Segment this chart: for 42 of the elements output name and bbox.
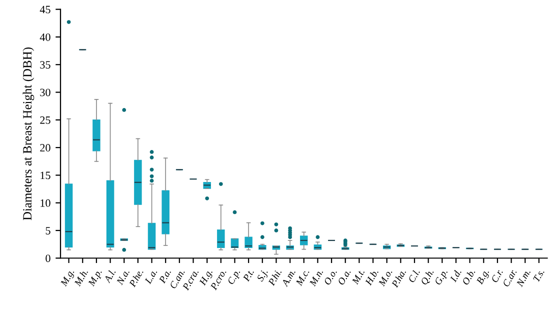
y-tick-label: 15 [40,172,50,180]
x-tick-label: M.p. [88,268,104,288]
x-tick-label: L.a. [144,268,158,284]
x-tick-label: M.g. [60,268,76,288]
y-tick-label: 35 [40,61,50,69]
x-tick-label: H.b. [364,268,379,286]
y-tick-label: 40 [40,33,50,41]
x-tick-label: M.h. [74,268,88,287]
x-tick-label: O.a. [338,268,351,286]
x-tick-label: N.a. [116,268,130,286]
x-tick-label: A.l. [103,268,116,284]
x-tick-label: G.p. [434,268,450,286]
y-tick-label: 30 [40,88,50,96]
x-tick-label: O.b. [462,268,476,286]
y-tick-label: 10 [40,199,50,207]
x-tick-label: M.c. [296,268,310,286]
x-tick-label: C.l. [408,268,420,283]
x-tick-label: N.m. [516,268,531,288]
x-tick-label: M.t. [352,268,365,285]
x-tick-label: S.j. [256,268,270,283]
y-tick-label: 25 [40,116,50,124]
x-tick-label: P.hi. [268,268,282,286]
x-tick-label: P.ha. [391,268,406,288]
x-tick-label: C.r. [490,268,503,283]
x-tick-label: O.o. [324,268,338,286]
x-tick-label: T.s. [532,268,544,282]
x-tick-label: B.g. [476,268,491,286]
x-tick-label: M.o. [378,268,392,287]
x-tick-label: M.n. [309,268,324,287]
x-tick-label: I.d. [449,268,462,283]
y-tick-label: 0 [46,254,50,262]
x-tick-label: C.ar. [502,268,517,288]
x-tick-label: C.p. [227,268,242,286]
y-axis-title: Diameters at Breast Height (DBH) [22,48,34,220]
y-tick-label: 45 [40,6,50,14]
x-tick-label: A.m. [281,268,296,288]
x-tick-label: P.he. [128,268,144,288]
y-tick-label: 20 [40,144,50,152]
x-tick-label: Q.h. [420,268,436,286]
x-tick-label: P.a. [158,268,172,284]
x-tick-label: P.t. [242,268,254,282]
y-tick-label: 5 [46,227,50,234]
